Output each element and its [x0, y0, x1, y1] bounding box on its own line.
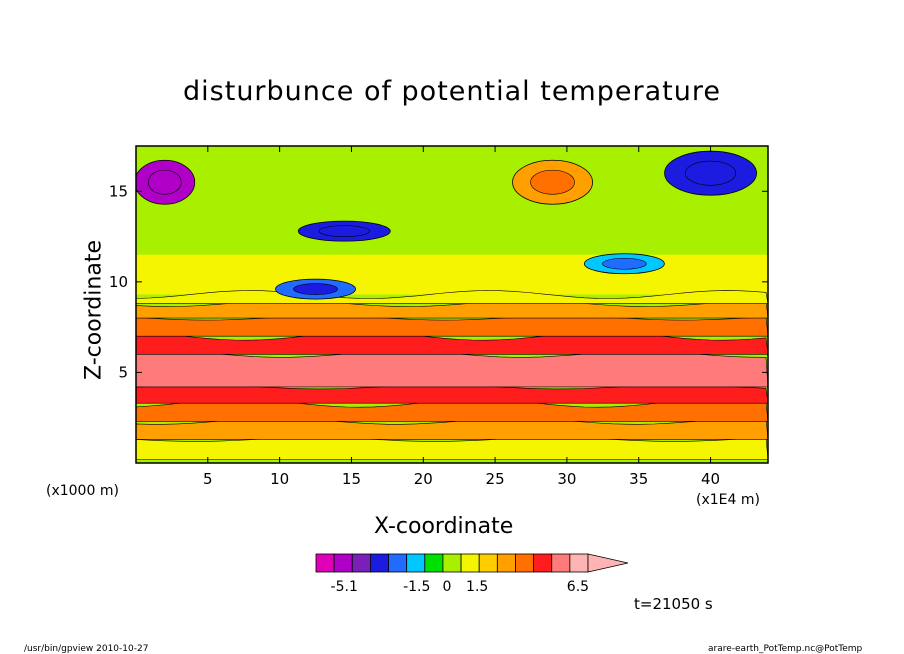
colorbar-swatch — [406, 553, 426, 573]
colorbar-swatch — [333, 553, 353, 573]
feature-core — [684, 160, 737, 186]
contour-field — [136, 146, 768, 463]
x-unit-label: (x1E4 m) — [696, 492, 760, 508]
colorbar-swatch — [351, 553, 371, 573]
layer-band — [136, 315, 768, 337]
feature-core — [318, 225, 370, 237]
x-axis: 5 10 15 20 25 30 35 40 — [203, 146, 720, 488]
colorbar-swatch — [315, 553, 335, 573]
x-tick-label: 30 — [557, 470, 576, 488]
colorbar-tick-label: -5.1 — [331, 579, 358, 595]
feature-core — [147, 169, 182, 195]
layer-band — [136, 350, 768, 388]
x-tick-label: 35 — [629, 470, 648, 488]
feature-core — [602, 257, 647, 270]
colorbar-tick-label: 1.5 — [466, 579, 488, 595]
plot-frame — [135, 145, 769, 464]
y-tick-label: 15 — [109, 182, 128, 200]
y-axis-label: Z-coordinate — [81, 240, 107, 380]
colorbar-swatch — [460, 553, 480, 573]
x-tick-label: 15 — [342, 470, 361, 488]
x-tick-label: 5 — [203, 470, 213, 488]
y-tick-label: 10 — [109, 273, 128, 291]
colorbar-swatch — [515, 553, 535, 573]
layer-band — [136, 384, 768, 404]
colorbar-swatch — [424, 553, 444, 573]
y-axis: 5 10 15 — [109, 182, 768, 381]
colorbar-swatch — [442, 553, 462, 573]
x-tick-label: 20 — [414, 470, 433, 488]
chart-title: disturbunce of potential temperature — [183, 76, 721, 107]
feature-core — [293, 283, 338, 295]
x-tick-label: 40 — [701, 470, 720, 488]
colorbar-swatch — [551, 553, 571, 573]
colorbar-swatch — [388, 553, 408, 573]
colorbar-swatch — [533, 553, 553, 573]
layer-band — [136, 331, 768, 355]
x-tick-label: 25 — [486, 470, 505, 488]
colorbar-tick-label: 6.5 — [567, 579, 589, 595]
colorbar-swatch — [478, 553, 498, 573]
footer-left: /usr/bin/gpview 2010-10-27 — [24, 644, 149, 654]
y-tick-label: 5 — [118, 363, 128, 381]
time-annotation: t=21050 s — [634, 595, 713, 613]
footer-right: arare-earth_PotTemp.nc@PotTemp — [708, 644, 863, 654]
colorbar-tick-label: 0 — [443, 579, 452, 595]
x-axis-label: X-coordinate — [374, 514, 514, 539]
layer-band — [136, 437, 768, 460]
colorbar-swatch — [369, 553, 389, 573]
colorbar: -5.1 -1.5 0 1.5 6.5 — [315, 553, 629, 595]
y-unit-label: (x1000 m) — [46, 483, 119, 499]
x-tick-label: 10 — [270, 470, 289, 488]
colorbar-swatch — [569, 553, 589, 573]
colorbar-swatch — [496, 553, 516, 573]
band-lower-mid — [136, 254, 768, 295]
colorbar-tick-label: -1.5 — [403, 579, 430, 595]
colorbar-extension — [587, 553, 629, 573]
feature-core — [530, 169, 575, 195]
